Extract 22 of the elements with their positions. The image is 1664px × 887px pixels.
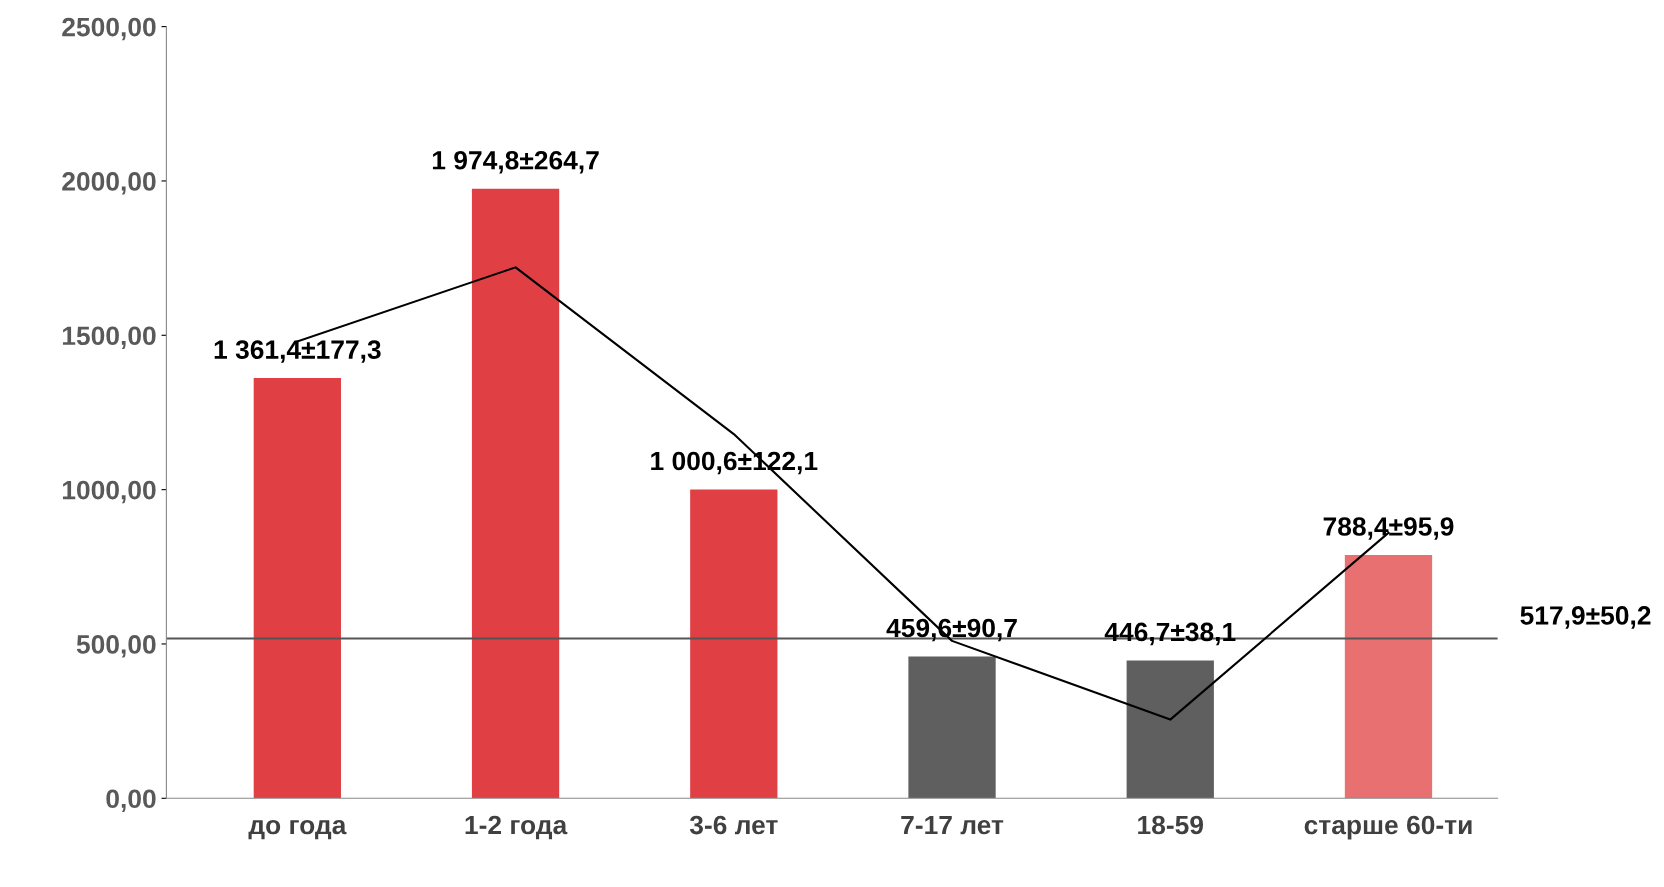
x-tick-label: 18-59	[1138, 815, 1204, 835]
x-tick-label: 7-17 лет	[901, 815, 1004, 835]
x-tick-label: до года	[248, 819, 347, 840]
bar	[471, 188, 560, 799]
bar	[1126, 660, 1214, 799]
bar	[253, 378, 341, 799]
x-tick-label: 3-6 лет	[689, 815, 778, 835]
y-tick-label: 1500,00	[62, 326, 156, 349]
data-label: 1 974,8±264,7	[432, 150, 599, 174]
y-tick-label: 2000,00	[62, 172, 156, 195]
x-tick-label: старше 60-ти	[1304, 815, 1472, 840]
bar	[1344, 554, 1433, 799]
bar	[690, 489, 778, 799]
data-label: 1 361,4±177,3	[214, 340, 381, 363]
ref-line-label: 517,9±50,2	[1520, 606, 1651, 629]
bar	[908, 656, 996, 799]
y-tick-label: 1000,00	[62, 480, 156, 504]
y-tick-label: 500,00	[76, 635, 156, 658]
x-tick-label: 1-2 года	[465, 815, 568, 840]
data-label: 788,4±95,9	[1323, 517, 1454, 540]
y-tick-label: 0,00	[106, 789, 156, 812]
y-tick-label: 2500,00	[62, 17, 156, 41]
